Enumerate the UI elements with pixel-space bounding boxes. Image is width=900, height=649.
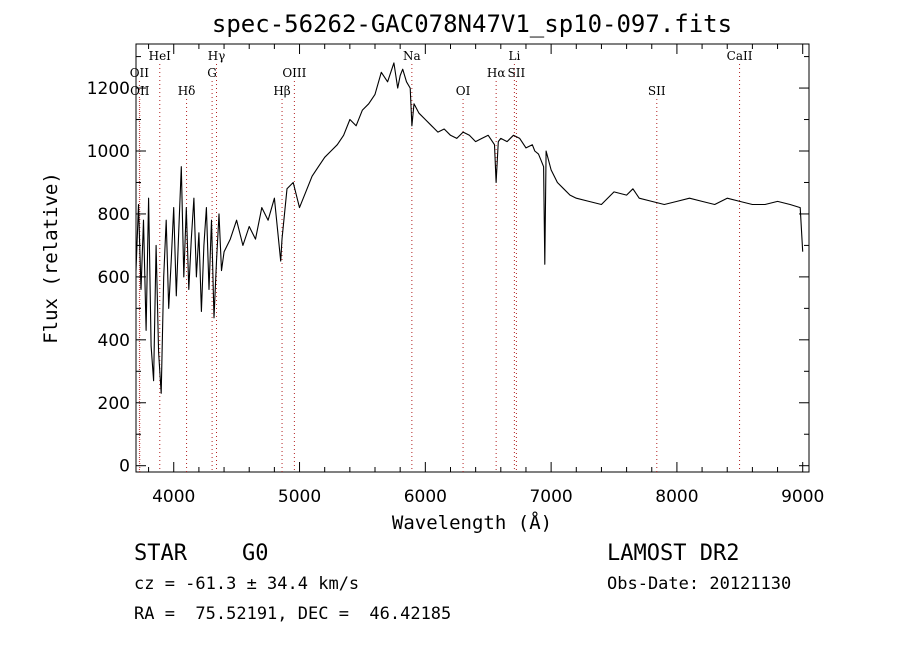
marker-label: OII — [130, 84, 150, 98]
y-tick-label: 1000 — [87, 142, 130, 162]
marker-label: Hδ — [178, 84, 196, 98]
chart-title: spec-56262-GAC078N47V1_sp10-097.fits — [212, 10, 732, 38]
x-tick-label: 4000 — [152, 487, 195, 507]
marker-label: OI — [456, 84, 471, 98]
observation-date: Obs-Date: 20121130 — [607, 574, 791, 594]
y-axis-label: Flux (relative) — [40, 172, 62, 344]
y-tick-label: 200 — [98, 394, 130, 414]
marker-label: SII — [648, 84, 666, 98]
marker-label: Hα — [487, 66, 506, 80]
y-tick-label: 800 — [98, 205, 130, 225]
marker-label: Hγ — [208, 49, 226, 63]
marker-label: OIII — [282, 66, 306, 80]
coordinates: RA = 75.52191, DEC = 46.42185 — [134, 604, 451, 624]
marker-label: SII — [508, 66, 526, 80]
y-tick-label: 400 — [98, 331, 130, 351]
spectrum-series — [135, 62, 804, 394]
marker-label: Li — [508, 49, 520, 63]
x-tick-label: 7000 — [529, 487, 572, 507]
marker-label: Na — [403, 49, 421, 63]
x-tick-label: 5000 — [278, 487, 321, 507]
y-tick-label: 1200 — [87, 79, 130, 99]
plot-frame — [135, 43, 810, 473]
y-tick-label: 600 — [98, 268, 130, 288]
x-tick-label: 8000 — [655, 487, 698, 507]
y-tick-label: 0 — [119, 457, 130, 477]
marker-label: HeI — [149, 49, 172, 63]
marker-label: G — [207, 66, 217, 80]
marker-label: CaII — [727, 49, 753, 63]
x-axis-label: Wavelength (Å) — [392, 511, 552, 534]
survey-name: LAMOST DR2 — [607, 541, 739, 566]
spectrum-line — [135, 62, 804, 394]
marker-label: OII — [130, 66, 150, 80]
object-class: STAR — [134, 541, 188, 566]
x-tick-label: 9000 — [781, 487, 824, 507]
object-subclass: G0 — [242, 541, 269, 566]
marker-label: Hβ — [273, 84, 290, 98]
redshift-velocity: cz = -61.3 ± 34.4 km/s — [134, 574, 359, 594]
axis-ticks: 4000 5000 6000 7000 8000 9000 0 200 400 600 800 100… — [87, 44, 824, 507]
x-tick-label: 6000 — [404, 487, 447, 507]
